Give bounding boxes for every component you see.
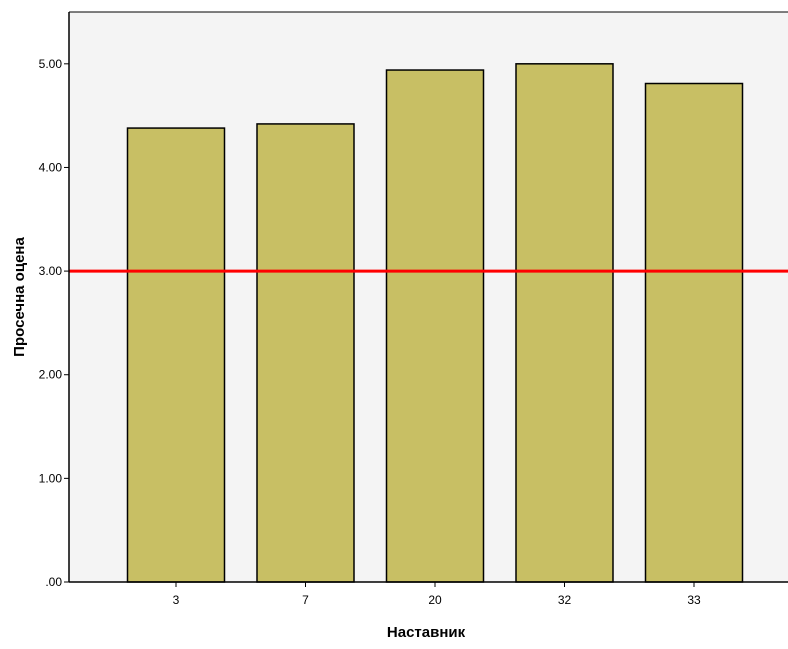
bar-33 [644, 82, 744, 583]
bar-20 [385, 69, 485, 583]
y-tick-label: 2.00 [39, 368, 63, 382]
y-tick-label: 3.00 [39, 264, 63, 278]
bar-3 [126, 127, 226, 583]
x-tick-label: 3 [173, 593, 180, 607]
axes-group [68, 11, 788, 583]
x-axis-title: Наставник [387, 624, 466, 641]
x-tick-label: 33 [687, 593, 701, 607]
bar-7 [256, 123, 355, 583]
bar-32 [515, 63, 614, 583]
x-ticks-group: 3 7 20 32 33 [173, 582, 701, 607]
x-tick-label: 20 [428, 593, 442, 607]
y-tick-label: 5.00 [39, 57, 63, 71]
y-tick-label: 1.00 [39, 471, 63, 485]
bars-group [126, 63, 744, 583]
y-tick-label: .00 [45, 575, 62, 589]
x-tick-label: 32 [558, 593, 572, 607]
y-tick-label: 4.00 [39, 160, 63, 174]
x-tick-label: 7 [302, 593, 309, 607]
y-ticks-group: .00 1.00 2.00 3.00 4.00 5.00 [39, 57, 69, 589]
y-axis-title: Просечна оцена [11, 237, 28, 357]
